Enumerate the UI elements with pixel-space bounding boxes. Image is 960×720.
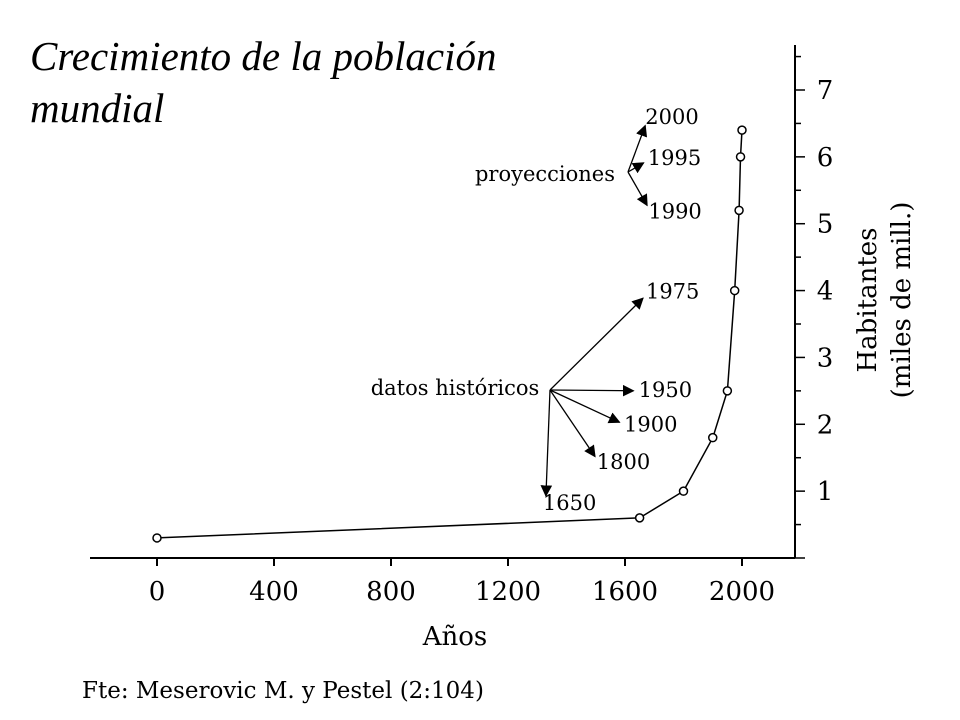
data-point (708, 432, 718, 443)
data-point (634, 513, 645, 523)
annotation-label: proyecciones (475, 162, 615, 186)
annotation-arrow (627, 124, 648, 173)
y-tick-label: 3 (817, 343, 834, 373)
year-label: 1995 (648, 146, 701, 170)
x-tick-label: 2000 (709, 577, 775, 607)
y-tick-label: 4 (817, 277, 834, 307)
x-tick-label: 800 (366, 577, 416, 607)
annotation-arrow (549, 389, 621, 424)
series-population (152, 125, 747, 543)
year-label: 2000 (645, 105, 698, 129)
data-point (734, 205, 744, 216)
year-label: 1800 (597, 450, 650, 474)
data-point (152, 533, 162, 543)
y-tick-label: 6 (817, 143, 834, 173)
x-tick-label: 0 (149, 577, 166, 607)
data-point (678, 486, 689, 496)
chart-title: Crecimiento de la población mundial (30, 33, 497, 131)
y-tick-label: 1 (817, 477, 834, 507)
x-tick-label: 1200 (475, 577, 541, 607)
annotation-arrow (549, 389, 596, 458)
year-label: 1900 (624, 413, 677, 437)
data-point (737, 125, 747, 135)
annotation-arrow (627, 171, 648, 207)
population-line (156, 130, 743, 539)
data-point (722, 386, 733, 396)
y-tick-label: 2 (817, 410, 834, 440)
axes: 0 400 800 1200 1600 2000 1 2 3 4 5 6 7 (90, 45, 833, 607)
year-label: 1650 (543, 491, 596, 515)
y-axis-title: Habitantes (853, 227, 883, 372)
annotation-arrow (549, 297, 644, 391)
annotation-arrow (627, 162, 645, 174)
y-axis-subtitle: (miles de mill.) (887, 202, 917, 399)
year-label: 1975 (646, 280, 699, 304)
x-tick-label: 1600 (592, 577, 658, 607)
y-tick-label: 7 (817, 76, 834, 106)
source-note: Fte: Meserovic M. y Pestel (2:104) (82, 678, 484, 704)
data-point (729, 285, 740, 296)
annotation-arrow (549, 384, 635, 397)
y-tick-label: 5 (817, 210, 834, 240)
year-label: 1990 (648, 199, 701, 223)
annotations: datos históricos proyecciones (371, 124, 648, 498)
annotation-arrow (540, 389, 553, 498)
data-point (735, 152, 746, 162)
annotation-label: datos históricos (371, 376, 540, 400)
x-axis-title: Años (422, 622, 488, 652)
year-label: 1950 (639, 378, 692, 402)
x-tick-label: 400 (249, 577, 299, 607)
